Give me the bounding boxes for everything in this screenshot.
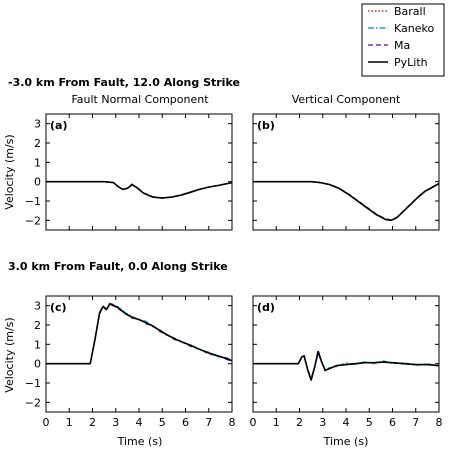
ylabel-bottom: Velocity (m/s) [3, 317, 16, 392]
panel-label: (d) [257, 301, 275, 314]
series-line-barall [46, 303, 232, 365]
xtick-label: 1 [273, 416, 280, 429]
panel-b: (b) [252, 113, 440, 231]
panel-label: (a) [50, 119, 67, 132]
panel-label: (b) [257, 119, 275, 132]
xtick-label: 6 [182, 416, 189, 429]
series-line-pylith [46, 180, 232, 199]
ytick-label: −1 [25, 377, 41, 390]
legend: Barall Kaneko Ma PyLith [361, 3, 445, 77]
panel-label: (c) [50, 301, 67, 314]
axes-frame [45, 113, 233, 231]
column-title-left: Fault Normal Component [71, 93, 209, 106]
panel-d: 0 1 2 3 4 5 6 7 8 (d) [250, 295, 443, 429]
xlabel-left: Time (s) [117, 435, 163, 448]
series-line-kaneko [253, 181, 439, 221]
axes-frame [45, 295, 233, 413]
series-line-kaneko [46, 304, 232, 365]
xtick-label: 4 [343, 416, 350, 429]
legend-label-pylith: PyLith [394, 56, 428, 69]
xtick-label: 8 [229, 416, 236, 429]
ytick-label: 0 [34, 176, 41, 189]
ytick-label: 3 [34, 118, 41, 131]
xtick-label: 0 [43, 416, 50, 429]
xtick-label: 6 [389, 416, 396, 429]
xtick-label: 3 [112, 416, 119, 429]
xtick-label: 7 [205, 416, 212, 429]
xtick-label: 5 [159, 416, 166, 429]
series-line-pylith [253, 350, 439, 381]
xtick-label: 1 [66, 416, 73, 429]
xtick-label: 8 [436, 416, 443, 429]
row-title-top: -3.0 km From Fault, 12.0 Along Strike [8, 76, 240, 89]
ytick-label: 3 [34, 300, 41, 313]
series-line-barall [253, 350, 439, 381]
series-line-ma [253, 181, 439, 221]
xtick-label: 7 [412, 416, 419, 429]
legend-label-kaneko: Kaneko [394, 22, 434, 35]
xtick-label: 4 [136, 416, 143, 429]
xlabel-right: Time (s) [323, 435, 369, 448]
xtick-label: 2 [296, 416, 303, 429]
ytick-label: −2 [25, 214, 41, 227]
series-line-pylith [253, 180, 439, 222]
panel-a: −2 −1 0 1 2 3 (a) [25, 113, 233, 231]
axes-frame [252, 113, 440, 231]
series-line-pylith [46, 302, 232, 365]
xtick-label: 5 [366, 416, 373, 429]
xtick-label: 2 [89, 416, 96, 429]
xtick-label: 3 [319, 416, 326, 429]
legend-label-ma: Ma [394, 39, 410, 52]
axes-frame [252, 295, 440, 413]
column-title-right: Vertical Component [292, 93, 401, 106]
ytick-label: −2 [25, 396, 41, 409]
ytick-label: −1 [25, 195, 41, 208]
row-title-bottom: 3.0 km From Fault, 0.0 Along Strike [8, 260, 228, 273]
series-line-ma [46, 302, 232, 365]
legend-frame [361, 3, 445, 77]
xtick-label: 0 [250, 416, 257, 429]
ytick-label: 1 [34, 156, 41, 169]
panel-c: −2 −1 0 1 2 3 0 1 2 3 4 5 6 7 8 (c) [25, 295, 236, 429]
ylabel-top: Velocity (m/s) [3, 134, 16, 209]
ytick-label: 2 [34, 137, 41, 150]
ytick-label: 0 [34, 358, 41, 371]
ytick-label: 1 [34, 338, 41, 351]
ytick-label: 2 [34, 319, 41, 332]
series-line-barall [253, 181, 439, 221]
legend-label-barall: Barall [394, 5, 426, 18]
